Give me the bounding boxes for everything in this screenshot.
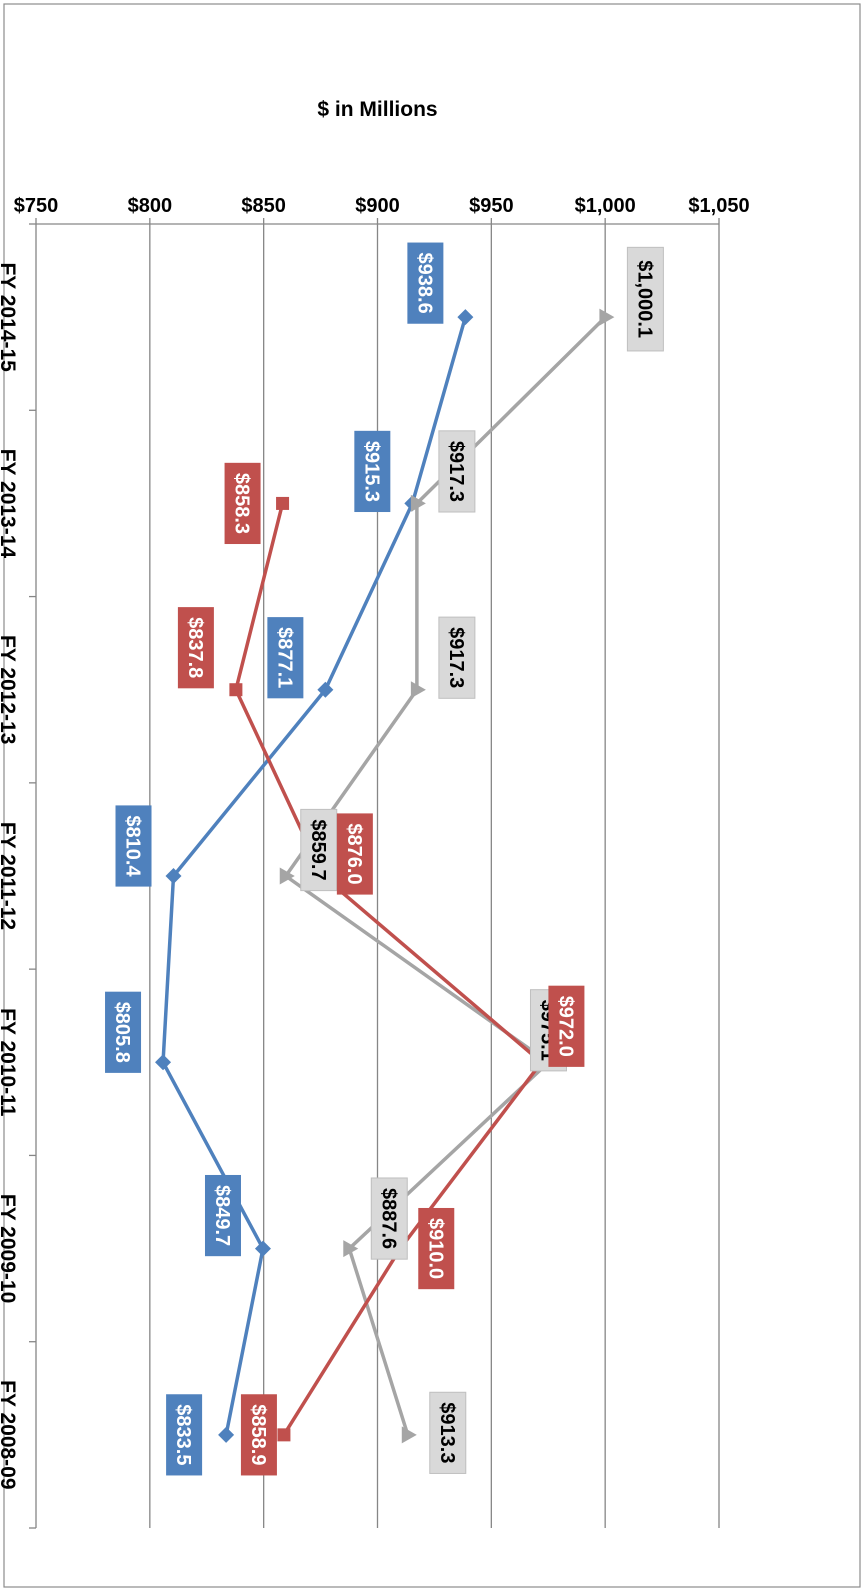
series-line <box>234 503 544 1436</box>
svg-text:$858.9: $858.9 <box>247 1404 269 1465</box>
svg-text:$810.4: $810.4 <box>122 815 144 877</box>
data-label: $805.8 <box>105 991 142 1073</box>
svg-text:$849.7: $849.7 <box>211 1185 233 1246</box>
x-tick-label: FY 2013-14 <box>0 449 19 559</box>
x-tick-label: FY 2009-10 <box>0 1194 19 1303</box>
data-label: $913.3 <box>429 1391 467 1474</box>
axes-layer: $750 $800 $850 $900 $950 $1,000 $1,050 FY 2008-… <box>0 195 750 1529</box>
svg-text:$859.7: $859.7 <box>307 819 329 880</box>
data-label: $837.8 <box>177 607 214 689</box>
svg-text:$858.3: $858.3 <box>231 473 253 534</box>
data-point <box>317 681 334 698</box>
data-label: $876.0 <box>336 813 373 895</box>
y-tick-label: $800 <box>128 195 173 217</box>
y-axis-title: $ in Millions <box>317 98 437 121</box>
x-tick-label: FY 2012-13 <box>0 635 19 744</box>
x-tick-label: FY 2010-11 <box>0 1008 19 1117</box>
data-point <box>254 1240 271 1257</box>
data-label: $972.0 <box>548 985 585 1067</box>
data-label: $1,000.1 <box>626 246 664 352</box>
data-label: $917.3 <box>438 430 476 513</box>
svg-text:$833.5: $833.5 <box>172 1404 194 1465</box>
data-label: $915.3 <box>354 430 391 513</box>
svg-text:$917.3: $917.3 <box>445 627 467 688</box>
svg-text:$917.3: $917.3 <box>445 441 467 502</box>
svg-text:$805.8: $805.8 <box>111 1002 133 1063</box>
data-label: $938.6 <box>407 242 444 324</box>
x-tick-label: FY 2008-09 <box>0 1380 19 1489</box>
chart-rotated-group: $750 $800 $850 $900 $950 $1,000 $1,050 FY 2008-… <box>0 98 750 1529</box>
data-point <box>277 1428 291 1442</box>
data-point <box>165 868 182 884</box>
data-point <box>599 308 615 326</box>
svg-text:$972.0: $972.0 <box>554 996 576 1057</box>
data-point <box>155 1054 172 1071</box>
data-label: $833.5 <box>166 1394 203 1476</box>
y-tick-label: $1,000 <box>575 195 636 217</box>
data-point <box>410 494 426 512</box>
data-label: $849.7 <box>204 1174 241 1257</box>
data-point <box>279 867 295 885</box>
y-tick-label: $750 <box>14 195 59 217</box>
data-point <box>218 1426 235 1443</box>
data-label: $858.3 <box>224 462 261 545</box>
chart-border <box>3 3 861 1588</box>
data-label: $859.7 <box>300 808 338 892</box>
svg-text:$910.0: $910.0 <box>424 1218 446 1279</box>
svg-text:$877.1: $877.1 <box>273 627 295 688</box>
data-point <box>401 1426 417 1444</box>
svg-text:$837.8: $837.8 <box>184 617 206 678</box>
svg-text:$1,000.1: $1,000.1 <box>633 260 655 338</box>
data-point <box>229 683 243 697</box>
data-point <box>343 1240 359 1258</box>
x-tick-label: FY 2014-15 <box>0 262 19 372</box>
svg-text:$938.6: $938.6 <box>413 253 435 314</box>
data-point <box>410 681 426 699</box>
y-tick-label: $900 <box>355 195 400 217</box>
data-label: $858.9 <box>240 1394 277 1476</box>
data-point <box>276 496 290 510</box>
data-point <box>457 309 474 326</box>
svg-text:$913.3: $913.3 <box>436 1402 458 1463</box>
x-tick-label: FY 2011-12 <box>0 822 19 930</box>
svg-text:$876.0: $876.0 <box>343 823 365 884</box>
series-layer <box>155 308 615 1444</box>
data-label: $887.6 <box>370 1177 408 1260</box>
y-tick-label: $1,050 <box>688 195 749 217</box>
data-label: $910.0 <box>418 1207 455 1290</box>
data-label: $877.1 <box>267 617 304 699</box>
svg-text:$887.6: $887.6 <box>377 1188 399 1249</box>
data-label-layer: $833.5 $849.7 $805.8 $810.4 $877.1 $915.3 $938… <box>105 242 664 1476</box>
y-tick-label: $850 <box>241 195 286 217</box>
svg-text:$915.3: $915.3 <box>360 441 382 502</box>
y-tick-label: $950 <box>469 195 514 217</box>
data-label: $810.4 <box>115 805 152 887</box>
data-label: $917.3 <box>438 616 476 699</box>
